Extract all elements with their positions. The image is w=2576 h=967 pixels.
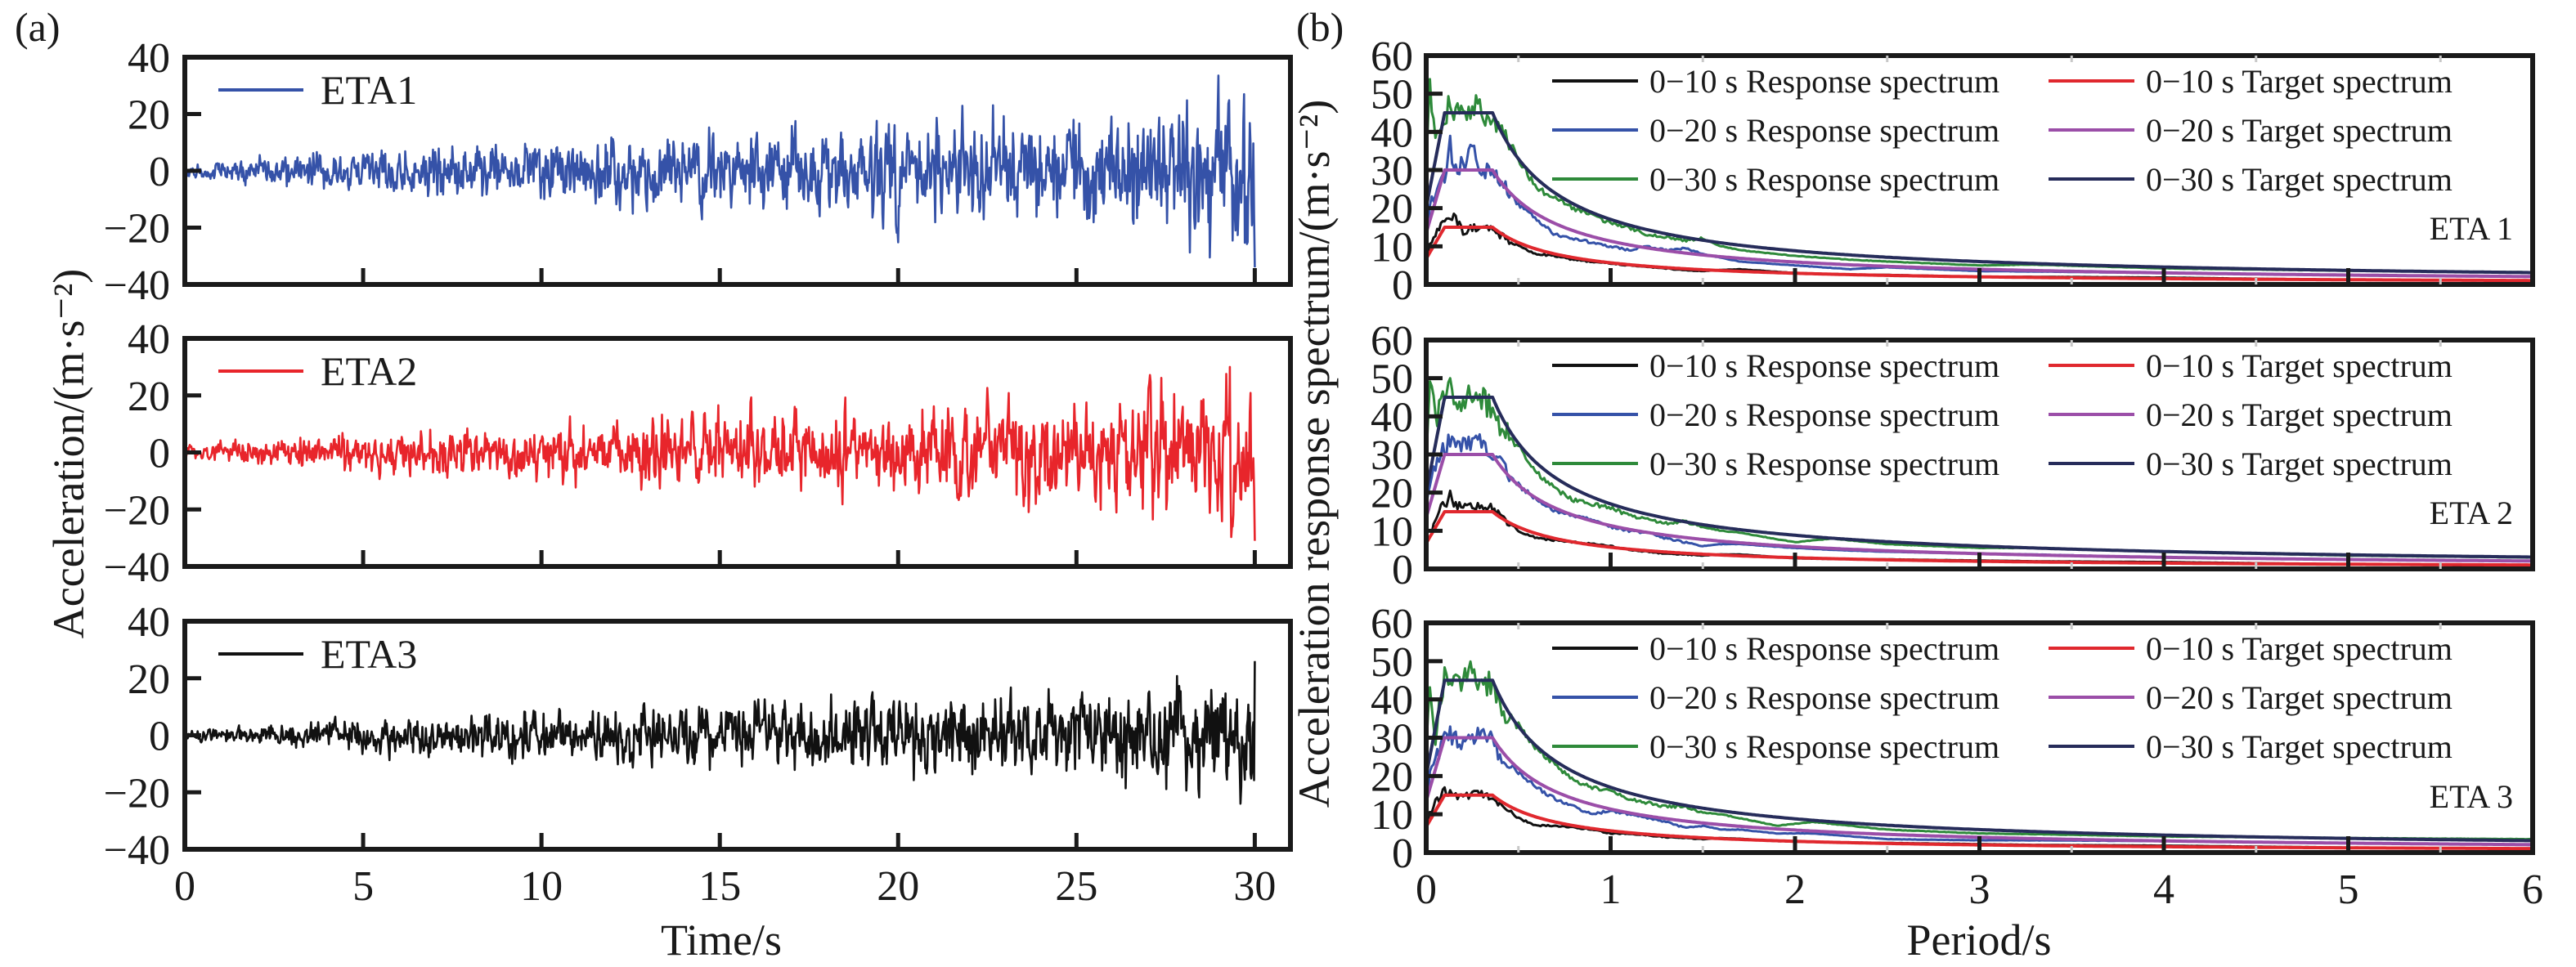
subplot-label-eta-2: ETA 2 — [2430, 495, 2513, 531]
x-tick-label: 3 — [1969, 866, 1990, 913]
y-tick-label: −40 — [104, 544, 170, 591]
x-tick-label: 15 — [698, 863, 741, 910]
panel-a-time-histories: (a) Acceleration/(m·s⁻²) Time/s −40−2002… — [15, 4, 1293, 965]
panel-b-x-axis-title: Period/s — [1906, 916, 2051, 965]
legend-label-t20: 0−20 s Target spectrum — [2146, 396, 2453, 433]
x-tick-label: 1 — [1600, 866, 1622, 913]
legend-label-r30: 0−30 s Response spectrum — [1649, 445, 1999, 482]
legend-label-t30: 0−30 s Target spectrum — [2146, 161, 2453, 198]
x-tick-label: 0 — [1416, 866, 1437, 913]
y-tick-label: 0 — [149, 431, 170, 477]
y-tick-label: 40 — [128, 35, 170, 82]
legend-label-t10: 0−10 s Target spectrum — [2146, 63, 2453, 100]
y-tick-label: 20 — [1371, 754, 1413, 800]
y-tick-label: 40 — [1371, 394, 1413, 441]
y-tick-label: 0 — [1392, 830, 1413, 877]
legend-label-r20: 0−20 s Response spectrum — [1649, 679, 1999, 716]
legend-label-r30: 0−30 s Response spectrum — [1649, 161, 1999, 198]
y-tick-label: 0 — [1392, 262, 1413, 309]
panel-a-subplots: −40−2002040ETA1−40−2002040ETA2−40−200204… — [104, 35, 1293, 910]
y-tick-label: −40 — [104, 262, 170, 309]
panel-b-label: (b) — [1296, 4, 1344, 50]
legend-label-eta3: ETA3 — [321, 631, 417, 677]
panel-a-x-axis-title: Time/s — [661, 916, 782, 965]
y-tick-label: 10 — [1371, 224, 1413, 271]
legend-label-r10: 0−10 s Response spectrum — [1649, 347, 1999, 384]
y-tick-label: 0 — [149, 714, 170, 760]
y-tick-label: 10 — [1371, 792, 1413, 839]
legend-label-t30: 0−30 s Target spectrum — [2146, 445, 2453, 482]
subplot-label-eta-1: ETA 1 — [2430, 210, 2513, 247]
x-tick-label: 4 — [2153, 866, 2174, 913]
y-tick-label: 50 — [1371, 72, 1413, 119]
panel-b-y-axis-title: Acceleration response spectrum/(m·s⁻²) — [1290, 100, 1339, 808]
y-tick-label: 20 — [128, 374, 170, 420]
y-tick-label: 20 — [1371, 471, 1413, 517]
subplot-eta1: −40 −20 0 20 40 ETA1 — [104, 35, 1293, 309]
legend-label-eta1: ETA1 — [321, 67, 417, 113]
subplot-label-eta-3: ETA 3 — [2430, 778, 2513, 815]
x-tick-label: 10 — [520, 863, 563, 910]
legend-label-t10: 0−10 s Target spectrum — [2146, 630, 2453, 667]
x-tick-label: 2 — [1784, 866, 1806, 913]
x-tick-label: 20 — [877, 863, 919, 910]
x-tick-label: 6 — [2522, 866, 2543, 913]
time-history-line-eta3 — [185, 660, 1256, 805]
y-tick-label: 40 — [128, 316, 170, 363]
y-tick-label: −40 — [104, 827, 170, 874]
y-tick-label: 30 — [1371, 716, 1413, 763]
y-tick-label: 60 — [1371, 318, 1413, 365]
legend-label-r20: 0−20 s Response spectrum — [1649, 396, 1999, 433]
x-tick-label: 5 — [352, 863, 374, 910]
legend-label-r30: 0−30 s Response spectrum — [1649, 728, 1999, 765]
y-tick-label: 40 — [1371, 678, 1413, 724]
legend-label-t20: 0−20 s Target spectrum — [2146, 679, 2453, 716]
y-tick-label: 60 — [1371, 601, 1413, 647]
subplot-eta2: −40 −20 0 20 40 ETA2 — [104, 316, 1293, 591]
y-tick-label: 10 — [1371, 508, 1413, 555]
panel-b-response-spectra: (b) Acceleration response spectrum/(m·s⁻… — [1290, 4, 2543, 965]
legend-label-t10: 0−10 s Target spectrum — [2146, 347, 2453, 384]
y-tick-label: 30 — [1371, 432, 1413, 479]
y-tick-label: −20 — [104, 206, 170, 253]
time-history-line-eta1 — [185, 74, 1256, 268]
y-tick-label: 30 — [1371, 148, 1413, 195]
legend-label-r20: 0−20 s Response spectrum — [1649, 112, 1999, 149]
x-tick-label: 0 — [174, 863, 195, 910]
legend-label-r10: 0−10 s Response spectrum — [1649, 63, 1999, 100]
y-tick-label: −20 — [104, 487, 170, 534]
x-tick-label: 25 — [1055, 863, 1097, 910]
x-tick-label: 5 — [2338, 866, 2359, 913]
y-tick-label: 50 — [1371, 356, 1413, 403]
legend-label-r10: 0−10 s Response spectrum — [1649, 630, 1999, 667]
y-tick-label: 60 — [1371, 34, 1413, 80]
y-tick-label: 20 — [1371, 186, 1413, 233]
y-tick-label: 0 — [1392, 547, 1413, 593]
panel-a-y-axis-title: Acceleration/(m·s⁻²) — [44, 269, 93, 639]
panel-a-label: (a) — [15, 4, 61, 50]
y-tick-label: 40 — [1371, 110, 1413, 156]
y-tick-label: 20 — [128, 656, 170, 703]
y-tick-label: −20 — [104, 770, 170, 817]
legend-label-eta2: ETA2 — [321, 348, 417, 394]
legend-label-t30: 0−30 s Target spectrum — [2146, 728, 2453, 765]
time-history-line-eta2 — [185, 365, 1256, 541]
x-tick-label: 30 — [1233, 863, 1276, 910]
y-tick-label: 50 — [1371, 639, 1413, 686]
y-tick-label: 40 — [128, 599, 170, 646]
y-tick-label: 20 — [128, 92, 170, 139]
response-spectrum-line-r20 — [1426, 134, 2533, 279]
y-tick-label: 0 — [149, 149, 170, 195]
legend-label-t20: 0−20 s Target spectrum — [2146, 112, 2453, 149]
